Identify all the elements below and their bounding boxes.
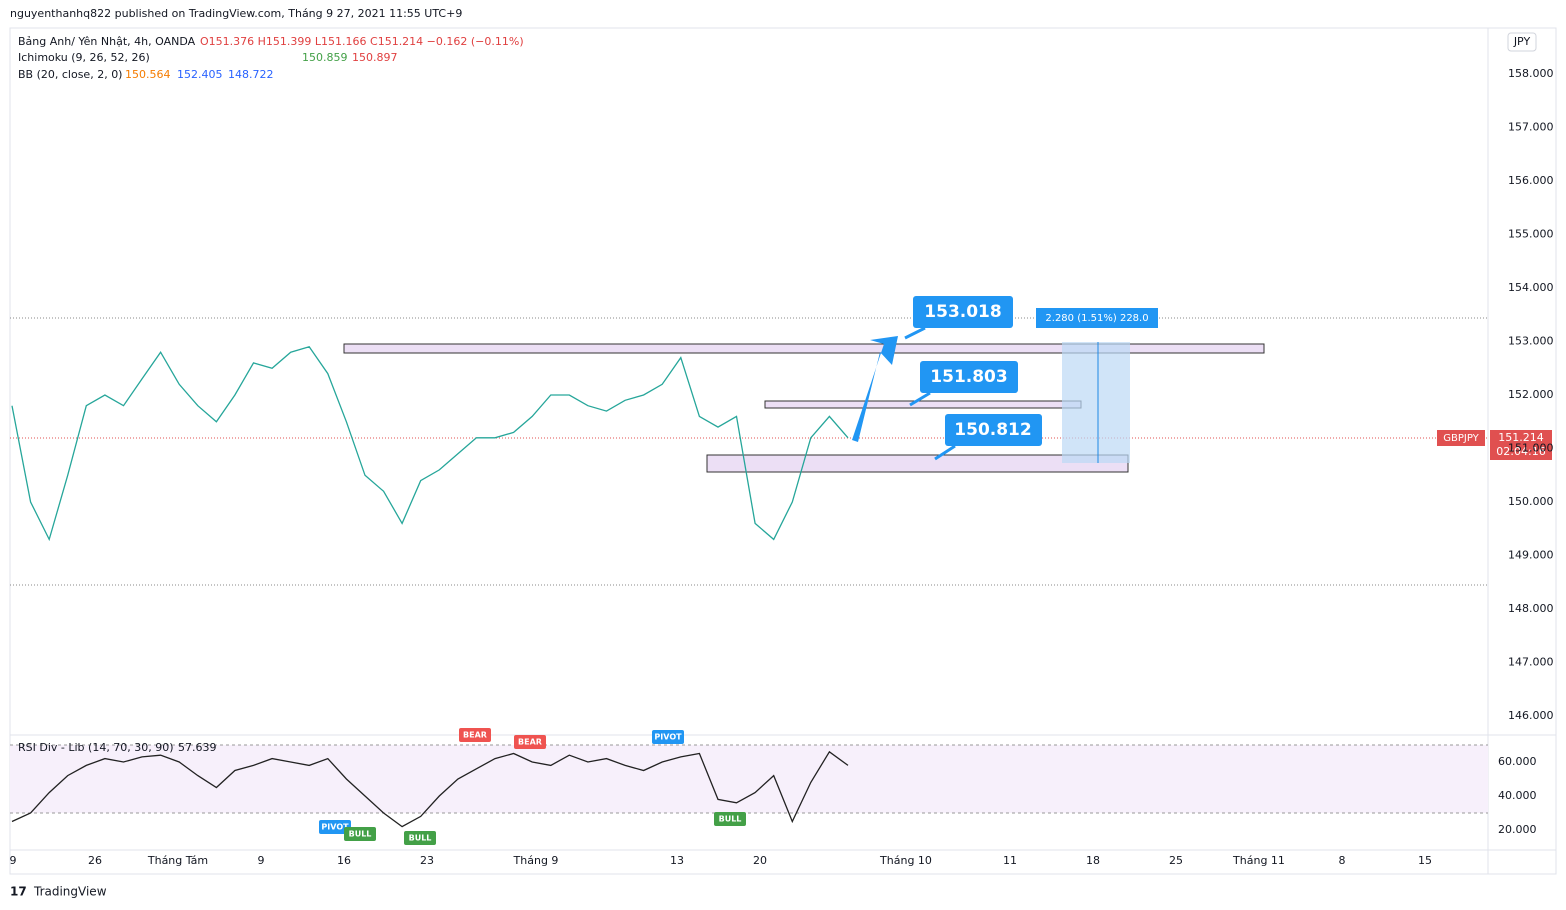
measure-label [1036, 308, 1158, 328]
rsi-value: 57.639 [178, 741, 217, 754]
price-tick-label: 146.000 [1508, 709, 1554, 722]
signal-box [459, 728, 491, 742]
time-label: 23 [420, 854, 434, 867]
signal: PIVOT [321, 823, 349, 832]
legend-bb: BB (20, close, 2, 0) [18, 68, 122, 81]
footer: TradingView [33, 885, 107, 899]
rsi-tick-label: 60.000 [1498, 755, 1537, 768]
legend-ichimoku: Ichimoku (9, 26, 52, 26) [18, 51, 150, 64]
rsi-tick-label: 40.000 [1498, 789, 1537, 802]
measure-text: 2.280 (1.51%) 228.0 [1045, 313, 1148, 324]
rsi-tick-label: 20.000 [1498, 823, 1537, 836]
signal: BEAR [463, 731, 487, 740]
callout [904, 326, 926, 340]
legend-value: 148.722 [228, 68, 274, 81]
signal: BULL [409, 834, 432, 843]
time-label: 13 [670, 854, 684, 867]
frame [9, 27, 1557, 875]
time-label: 20 [753, 854, 767, 867]
price-tick-label: 155.000 [1508, 228, 1554, 241]
time-label: 18 [1086, 854, 1100, 867]
price-tick-label: 150.000 [1508, 495, 1554, 508]
zone [764, 400, 1082, 409]
signal-box [514, 735, 546, 749]
price-tick-label: 148.000 [1508, 602, 1554, 615]
annotation: 150.812 [954, 420, 1031, 440]
signal-box [319, 820, 351, 834]
signal-box [714, 812, 746, 826]
time-label: 16 [337, 854, 351, 867]
zone [343, 343, 1265, 354]
annotation: 153.018 [924, 302, 1001, 322]
signal-box [652, 730, 684, 744]
time-label: Tháng 10 [879, 854, 932, 867]
time-label: 15 [1418, 854, 1432, 867]
signal-box [404, 831, 436, 845]
legend-value: 150.564 [125, 68, 171, 81]
legend-value: 152.405 [177, 68, 223, 81]
currency-box[interactable] [1507, 32, 1537, 52]
time-label: 26 [88, 854, 102, 867]
price-tick-label: 158.000 [1508, 67, 1554, 80]
legend-value: 150.859 [302, 51, 348, 64]
rsi-label: RSI Div - Lib (14, 70, 30, 90) [18, 741, 174, 754]
time-label: Tháng Tám [147, 854, 208, 867]
time-label: Tháng 11 [1232, 854, 1285, 867]
price-badge [1490, 430, 1552, 460]
signal-box [344, 827, 376, 841]
arrow [852, 336, 898, 442]
countdown: 02:04:16 [1496, 445, 1545, 458]
annotation-box [945, 414, 1042, 446]
symbol-badge [1437, 430, 1485, 446]
time-label: Tháng 9 [513, 854, 559, 867]
price-tick-label: 151.000 [1508, 442, 1554, 455]
rsi-line [11, 750, 849, 828]
time-label: 8 [1339, 854, 1346, 867]
zone [706, 454, 1129, 473]
price-badge-text: 151.214 [1498, 431, 1544, 444]
price-tick-label: 154.000 [1508, 281, 1554, 294]
price-tick-label: 157.000 [1508, 121, 1554, 134]
time-label: 11 [1003, 854, 1017, 867]
legend-symbol: Bảng Anh/ Yên Nhật, 4h, OANDA [18, 35, 196, 48]
annotation-box [920, 361, 1018, 393]
annotation-box [913, 296, 1013, 328]
logo: 17 [10, 885, 27, 899]
price-tick-label: 153.000 [1508, 335, 1554, 348]
price-line [11, 346, 849, 542]
signal: BEAR [518, 738, 542, 747]
time-label: 9 [10, 854, 17, 867]
price-tick-label: 147.000 [1508, 656, 1554, 669]
price-tick-label: 149.000 [1508, 549, 1554, 562]
callout [934, 444, 956, 461]
annotation: 151.803 [930, 367, 1007, 387]
time-label: 25 [1169, 854, 1183, 867]
callout [909, 391, 931, 407]
legend-value: 150.897 [352, 51, 398, 64]
published: nguyenthanhq822 published on TradingView… [10, 7, 462, 20]
price-tick-label: 152.000 [1508, 388, 1554, 401]
signal: BULL [349, 830, 372, 839]
legend-ohlc: O151.376 H151.399 L151.166 C151.214 −0.1… [200, 35, 524, 48]
currency[interactable]: JPY [1513, 35, 1531, 48]
price-tick-label: 156.000 [1508, 174, 1554, 187]
signal: BULL [719, 815, 742, 824]
measure-box [1062, 342, 1130, 463]
rsi-band [10, 745, 1488, 813]
symbol-badge-text: GBPJPY [1443, 433, 1479, 444]
time-label: 9 [258, 854, 265, 867]
signal: PIVOT [654, 733, 682, 742]
